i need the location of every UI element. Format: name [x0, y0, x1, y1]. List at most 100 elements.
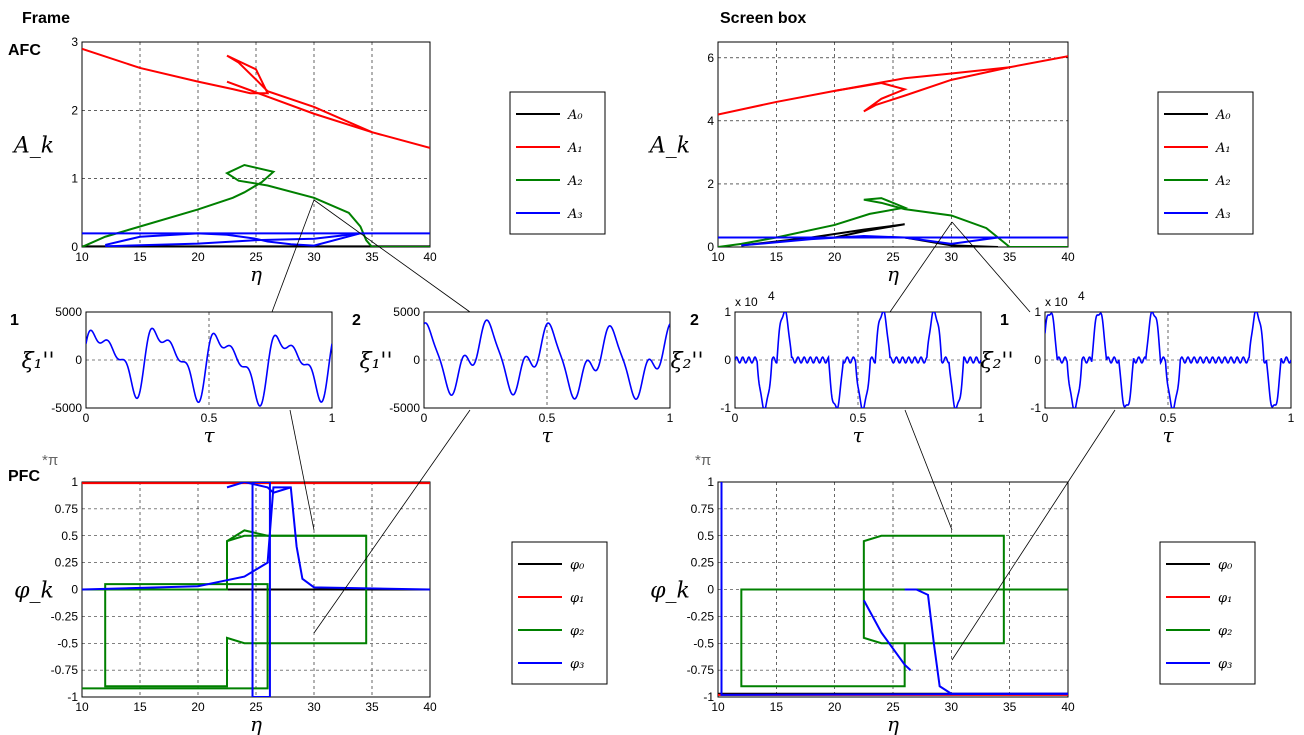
screen-pfc-chart: 10 15 20 25 30 35 40 -1 -0.75 -0.5 -0.25 0 0.25 0.5 0.… — [650, 475, 1256, 735]
y-tick-label: -0.25 — [51, 609, 79, 623]
legend-label: φ₂ — [1218, 624, 1232, 639]
series-line — [904, 588, 1068, 695]
y-axis-label: ξ₂'' — [980, 349, 1013, 374]
y-tick-label: 3 — [71, 35, 78, 49]
series-line — [226, 529, 367, 542]
y-tick-label: 0 — [707, 583, 714, 597]
x-tick-label: 10 — [75, 700, 89, 714]
x-axis-label: τ — [852, 423, 864, 447]
x-tick-label: 25 — [886, 250, 900, 264]
frame-title: Frame — [22, 10, 71, 27]
x-tick-label: 25 — [249, 250, 263, 264]
x-axis-label: η — [250, 262, 262, 286]
y-tick-label: -5000 — [389, 401, 420, 415]
y-tick-label: 1 — [724, 305, 731, 319]
signal-line — [86, 327, 332, 407]
y-axis-label: φ_k — [14, 579, 54, 604]
y-tick-label: 5000 — [55, 305, 82, 319]
screen-box-title: Screen box — [720, 10, 807, 27]
legend-box — [509, 91, 606, 235]
legend-box — [1159, 541, 1256, 685]
x-tick-label: 30 — [945, 700, 959, 714]
legend: A₀ A₁ A₂ A₃ — [1157, 91, 1254, 235]
connector-line — [951, 409, 1116, 661]
y-axis-label: A_k — [12, 134, 54, 159]
legend: A₀ A₁ A₂ A₃ — [509, 91, 606, 235]
legend-label: A₀ — [567, 108, 583, 123]
x-tick-label: 10 — [711, 250, 725, 264]
x-tick-label: 40 — [423, 250, 437, 264]
x-tick-label: 40 — [1061, 700, 1075, 714]
afc-label: AFC — [8, 42, 41, 59]
plot-lines — [82, 482, 430, 697]
legend-label: A₃ — [567, 207, 583, 222]
y-axis-label: ξ₂'' — [670, 349, 703, 374]
pi-multiplier-right: *π — [695, 452, 712, 469]
series-line — [720, 482, 1068, 696]
x-tick-label: 0 — [1042, 411, 1049, 425]
legend-box — [1157, 91, 1254, 235]
legend-box — [511, 541, 608, 685]
y-tick-label: 1 — [707, 475, 714, 489]
series-line — [82, 47, 430, 149]
y-tick-label: 0 — [724, 353, 731, 367]
connector-line — [271, 199, 315, 313]
series-line — [741, 234, 999, 247]
series-line — [82, 534, 368, 690]
y-tick-label: 0 — [413, 353, 420, 367]
y-tick-label: 0.5 — [697, 529, 714, 543]
plot-lines — [424, 319, 670, 401]
x-tick-label: 40 — [423, 700, 437, 714]
x-tick-label: 10 — [75, 250, 89, 264]
series-line — [82, 163, 430, 247]
x-tick-label: 0 — [732, 411, 739, 425]
y-tick-label: 1 — [71, 475, 78, 489]
frame-afc-chart: 10 15 20 25 30 35 40 0 1 2 3 η A_k A₀ A₁ A₂ A₃ — [12, 35, 606, 286]
x-tick-label: 35 — [1003, 700, 1017, 714]
x-tick-label: 20 — [828, 250, 842, 264]
legend-label: φ₀ — [1218, 558, 1233, 573]
legend-label: A₁ — [567, 141, 583, 156]
x-tick-label: 35 — [365, 700, 379, 714]
x-axis-label: τ — [541, 423, 553, 447]
plot-lines — [1045, 312, 1291, 408]
x-tick-label: 20 — [828, 700, 842, 714]
x-tick-label: 35 — [365, 250, 379, 264]
y-tick-label: 0 — [71, 240, 78, 254]
y-tick-label: -1 — [67, 690, 78, 704]
x-tick-label: 15 — [133, 250, 147, 264]
y-tick-label: -0.5 — [57, 636, 78, 650]
series-line — [718, 55, 1068, 116]
x-tick-label: 35 — [1003, 250, 1017, 264]
plot-lines — [735, 312, 981, 408]
x-tick-label: 0 — [421, 411, 428, 425]
plot-lines — [718, 482, 1068, 696]
x-tick-label: 0.5 — [1160, 411, 1177, 425]
pulse-line — [735, 312, 981, 408]
x-tick-label: 15 — [133, 700, 147, 714]
exponent-power: 4 — [1078, 289, 1085, 303]
plot-lines — [718, 55, 1068, 247]
legend-label: A₂ — [1215, 174, 1231, 189]
exponent-power: 4 — [768, 289, 775, 303]
legend-label: φ₃ — [570, 657, 584, 672]
x-tick-label: 0.5 — [201, 411, 218, 425]
screen-afc-chart: 10 15 20 25 30 35 40 0 2 4 6 η A_k A₀ A₁ A₂ A₃ — [648, 41, 1254, 286]
x-axis-label: η — [250, 712, 262, 735]
panel-2-number-left: 2 — [352, 312, 361, 329]
x-tick-label: 25 — [249, 700, 263, 714]
connector-line — [951, 221, 1031, 313]
y-tick-label: -0.75 — [51, 663, 79, 677]
x-axis-label: τ — [1162, 423, 1174, 447]
x-axis-label: τ — [203, 423, 215, 447]
panel-1-number-right: 1 — [1000, 312, 1009, 329]
y-tick-label: 0.25 — [55, 556, 79, 570]
x-tick-label: 30 — [307, 700, 321, 714]
panel-1-number-left: 1 — [10, 312, 19, 329]
frame-pfc-chart: 10 15 20 25 30 35 40 -1 -0.75 -0.5 -0.25 0 0.25 0.5 0.… — [14, 475, 608, 735]
y-tick-label: 0.25 — [691, 556, 715, 570]
